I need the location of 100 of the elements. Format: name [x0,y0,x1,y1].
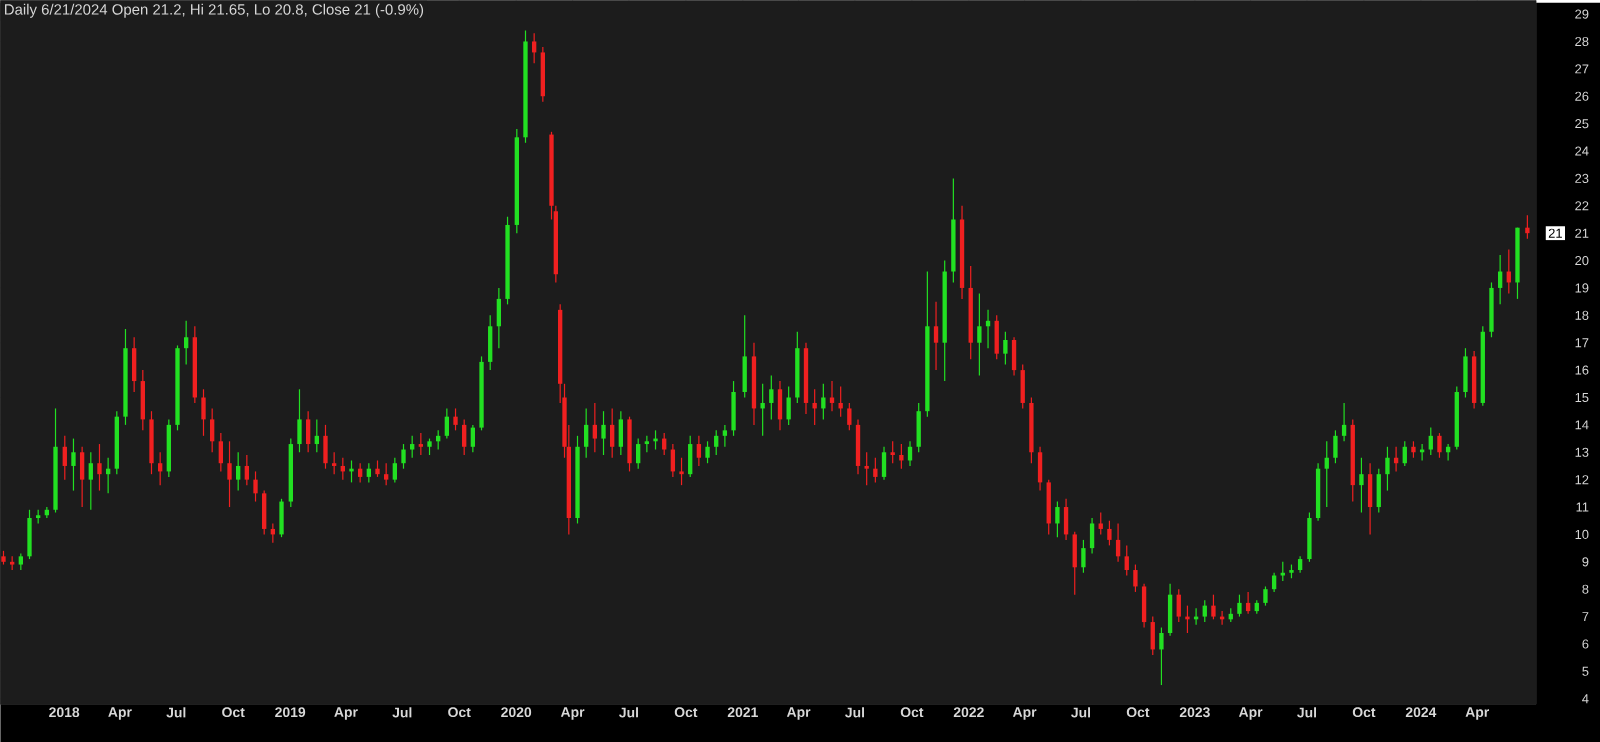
candlestick [1367,462,1373,535]
candlestick [331,451,337,475]
candlestick [236,451,241,491]
candlestick [1159,626,1164,686]
candlestick [1489,281,1494,338]
candlestick [714,429,719,456]
candlestick [847,402,852,431]
candlestick [1124,544,1129,576]
candlestick [540,46,545,103]
candlestick [201,388,206,437]
candlestick [1046,478,1051,535]
candlestick [1376,467,1381,513]
candlestick [531,32,537,64]
candlestick [71,437,76,491]
candlestick [1211,593,1216,620]
candlestick [977,292,982,376]
candlestick [722,423,728,448]
candlestick [253,470,258,502]
candlestick [384,462,389,486]
candlestick [1003,330,1008,365]
candlestick [644,434,650,453]
candlestick [829,380,835,412]
candlestick [1525,214,1530,239]
candlestick [1150,615,1155,656]
candlestick [1437,432,1442,459]
candlestick [1324,440,1329,508]
candlestick [184,319,189,365]
candlestick [27,508,32,560]
candlestick [742,314,747,398]
candlestick [1359,456,1364,513]
candlestick [618,410,624,456]
candlestick [1176,588,1181,623]
candlestick [496,287,502,349]
candlestick [444,407,450,439]
candlestick [636,437,641,470]
candlestick [592,402,598,453]
candlestick [933,300,939,371]
candlestick [812,388,817,426]
candlestick [392,456,398,483]
candlestick [1263,585,1268,606]
candlestick [1307,511,1312,563]
candlestick [1133,563,1138,593]
candlestick [488,314,493,371]
candlestick [1037,445,1043,491]
candlestick [890,440,895,464]
candlestick [855,418,861,475]
candlestick [864,451,869,486]
candlestick [899,443,904,470]
candlestick [696,434,702,467]
candlestick [323,423,328,470]
candlestick [679,456,684,486]
candlestick [1055,500,1060,538]
candlestick [1202,599,1207,623]
candlestick [610,407,615,459]
candlestick [1072,530,1077,595]
candlestick [62,434,67,480]
candlestick [881,445,887,480]
candlestick [916,402,921,453]
candlestick [1167,582,1173,637]
candlestick [821,382,826,420]
candlestick [777,380,783,431]
candlestick [218,432,223,472]
candlestick [453,407,458,431]
candlestick [873,456,878,483]
candlestick [584,407,589,459]
candlestick [731,380,736,437]
candlestick [244,454,250,486]
candlestick [1081,539,1086,574]
candlestick [1471,350,1477,409]
candlestick [705,440,710,464]
candlestick [279,497,284,538]
candlestick [1107,519,1112,546]
candlestick [131,336,137,393]
candlestick [79,445,85,508]
candlestick [1089,517,1095,554]
candlestick [410,434,415,459]
candlestick [149,410,154,475]
candlestick [1141,582,1147,628]
candlestick [1115,522,1121,563]
candlestick [88,451,93,511]
candlestick [1280,560,1285,582]
candlestick [760,382,765,437]
candlestick [1333,429,1338,464]
candlestick [994,314,999,360]
candlestick [262,489,267,535]
candlestick [166,418,171,478]
candlestick [627,415,632,472]
candlestick [1020,363,1025,409]
candlestick [297,388,302,453]
candlestick [305,410,311,453]
candlestick [1402,440,1407,467]
candlestick [1463,347,1468,398]
candlestick [1011,336,1017,376]
candlestick [1497,254,1503,305]
candlestick [418,432,424,456]
candlestick [1341,402,1347,442]
candlestick [1098,511,1103,535]
candlestick [1385,445,1390,491]
candlestick [786,385,791,426]
candlestick [688,434,693,478]
